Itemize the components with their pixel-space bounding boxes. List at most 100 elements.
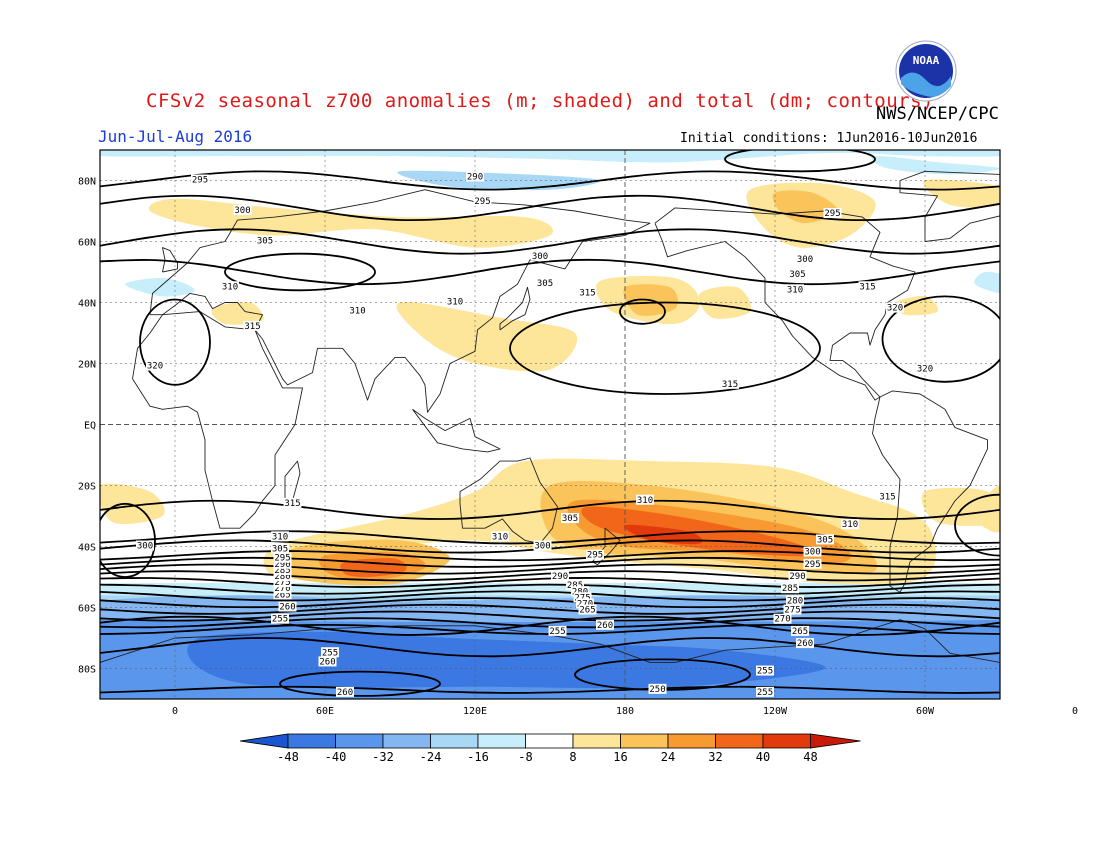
colorbar-label: -8 — [518, 750, 532, 764]
init-conditions-label: Initial conditions: 1Jun2016-10Jun2016 — [680, 131, 978, 146]
contour-315-southeast — [954, 493, 1000, 557]
contour-label-bg — [886, 302, 904, 313]
anomaly-pos1-med — [211, 302, 264, 325]
period-label: Jun-Jul-Aug 2016 — [98, 127, 253, 146]
contour-label: 280 — [572, 587, 588, 597]
map-frame — [99, 149, 1001, 700]
lon-axis-labels: 0 60E 120E 180 120W 60W 0 — [172, 706, 1078, 717]
anomaly-pos1-edge — [975, 485, 1000, 533]
contour-label-bg — [773, 613, 792, 624]
contour-label-bg — [561, 513, 579, 524]
contour-label: 315 — [284, 499, 300, 509]
lon-label: 60W — [916, 706, 935, 717]
contour-315-pacific — [509, 301, 821, 395]
contour-label-bg — [796, 638, 814, 649]
contour-250-antarctic — [574, 658, 751, 691]
contour-label-bg — [191, 174, 209, 185]
contour-label-bg — [788, 571, 807, 581]
contour-label: 265 — [579, 606, 595, 616]
anomaly-neg5-antarctic — [187, 631, 826, 689]
lat-label: 20S — [78, 482, 96, 493]
contour-label-bg — [321, 647, 339, 658]
contour-label-bg — [473, 195, 492, 206]
contour-label: 295 — [804, 560, 820, 570]
contour-label-bg — [273, 558, 292, 569]
contour-label-bg — [273, 583, 292, 594]
contour-label: 290 — [789, 572, 805, 582]
lon-label: 0 — [1072, 706, 1078, 717]
contour-label-bg — [273, 552, 292, 563]
contour-label: 305 — [257, 237, 273, 247]
coast-eurasia — [149, 189, 651, 413]
contour-label-bg — [916, 363, 934, 374]
colorbar-label: -24 — [420, 750, 442, 764]
colorbar-label: -48 — [277, 750, 299, 764]
contour-label-bg — [491, 531, 509, 542]
coast-japan — [499, 286, 531, 331]
contour-label: 250 — [649, 685, 665, 695]
contour-label-bg — [786, 284, 804, 295]
contour-label: 300 — [797, 255, 813, 265]
contour-label: 285 — [274, 566, 290, 576]
anomaly-pos1-atlantic — [923, 179, 1000, 208]
contour-label: 300 — [534, 542, 550, 552]
colorbar-arrow-left — [239, 733, 289, 749]
contour-label: 280 — [274, 572, 290, 582]
contour-label-bg — [273, 589, 292, 600]
contour-290-north — [724, 150, 876, 173]
contour-label: 285 — [782, 584, 798, 594]
anomaly-pos1-asia — [396, 301, 578, 372]
height-contours — [100, 150, 1000, 697]
colorbar-box — [477, 733, 526, 749]
anomaly-neg1-greenland — [871, 155, 1000, 175]
contour-south-8 — [100, 603, 1000, 615]
contour-label-bg — [756, 686, 774, 697]
contour-label: 275 — [784, 606, 800, 616]
contour-label-bg — [278, 601, 297, 612]
contour-label-bg — [273, 577, 292, 588]
lat-label: 20N — [78, 360, 96, 371]
contour-label: 310 — [492, 532, 508, 542]
contour-label: 320 — [147, 362, 163, 372]
coast-indonesia — [412, 408, 501, 453]
contour-295 — [100, 170, 1000, 191]
contour-label: 310 — [787, 285, 803, 295]
contour-label-bg — [573, 592, 592, 603]
colorbar-box — [667, 733, 716, 749]
contour-label: 290 — [552, 572, 568, 582]
contour-305 — [100, 228, 1000, 255]
contour-label: 305 — [789, 270, 805, 280]
contour-label: 300 — [234, 206, 250, 216]
contour-label: 315 — [879, 493, 895, 503]
contour-label-bg — [596, 619, 614, 630]
contour-label: 315 — [722, 380, 738, 390]
contour-label: 295 — [274, 554, 290, 564]
contour-label: 320 — [887, 304, 903, 314]
lat-label: 80N — [78, 177, 96, 188]
contour-label-bg — [221, 281, 239, 292]
colorbar-box — [430, 733, 479, 749]
contour-label-bg — [576, 598, 594, 609]
contour-label-bg — [586, 549, 604, 560]
colorbar-box — [287, 733, 336, 749]
contour-label-bg — [233, 205, 252, 215]
contour-label-bg — [551, 571, 569, 581]
lon-label: 60E — [316, 706, 334, 717]
contour-label-bg — [796, 253, 814, 264]
contour-label: 315 — [579, 288, 595, 298]
contour-label-bg — [571, 586, 589, 597]
contour-label-bg — [271, 543, 289, 554]
contour-label: 270 — [774, 615, 790, 625]
contour-label-bg — [536, 278, 554, 289]
colorbar: -48 -40 -32 -24 -16 -8 8 16 24 32 40 48 — [239, 733, 861, 764]
lat-label: 60N — [78, 238, 96, 249]
contour-label: 315 — [859, 282, 875, 292]
colorbar-box — [382, 733, 431, 749]
contour-label-bg — [271, 531, 289, 542]
contour-label-bg — [273, 571, 292, 581]
contour-label: 300 — [804, 548, 820, 558]
contour-closed-pacific — [619, 298, 666, 325]
colorbar-box — [572, 733, 621, 749]
contour-label-bg — [816, 534, 834, 545]
